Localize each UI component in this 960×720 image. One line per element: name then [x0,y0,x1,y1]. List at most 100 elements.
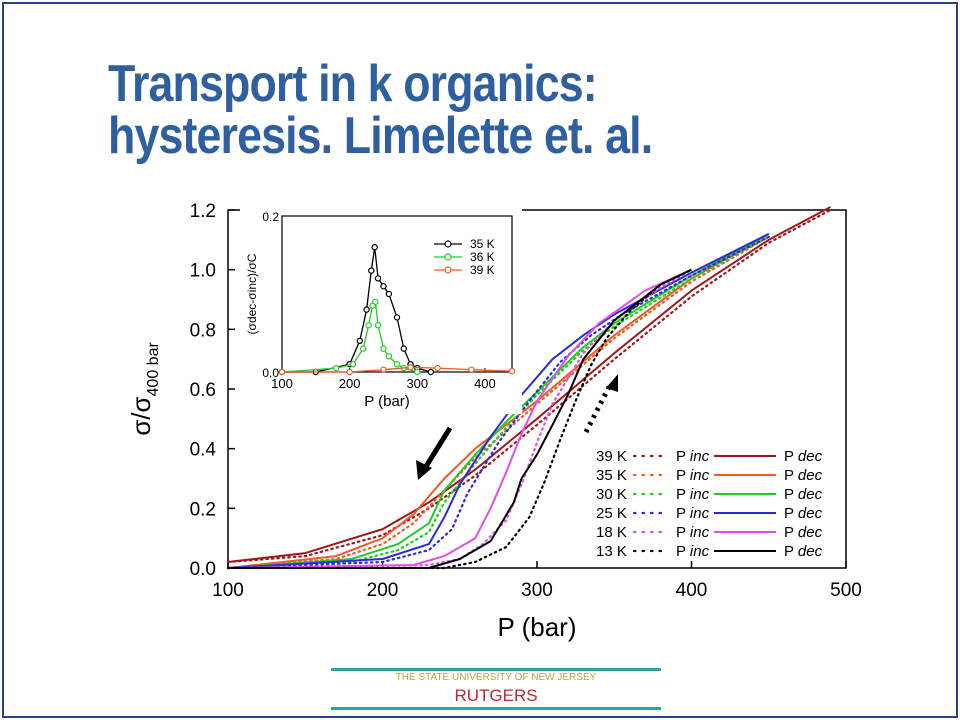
inset-x-tick-label: 400 [474,376,496,391]
x-tick-label: 200 [367,580,399,601]
inset-point [363,306,370,313]
series-13K-inc [226,268,693,570]
legend-temp: 30 K [596,486,627,503]
inset-legend-label: 35 K [470,237,495,251]
legend-inc-label: P inc [676,543,710,560]
inset-point [356,337,363,344]
inset-legend-marker [444,240,452,248]
legend-dec-label: P dec [784,448,823,465]
series-13K-dec [228,268,692,569]
legend-temp: 13 K [596,543,627,560]
inset-point [427,368,435,376]
series-39K-inc [226,208,832,564]
arrow-increasing-head [606,374,618,392]
inset-point [508,368,516,375]
x-tick-label: 500 [830,580,862,601]
legend-inc-label: P inc [676,524,710,541]
inset-y-axis-label: (σdec-σinc)/σC [245,253,259,334]
inset-x-tick-label: 100 [271,376,293,391]
inset-point [374,275,382,282]
series-35K-inc [226,235,770,570]
x-tick-label: 400 [676,580,708,601]
inset-legend-marker [444,253,452,261]
y-tick-label: 1.0 [190,261,216,282]
slide-title: Transport in k organics: hysteresis. Lim… [108,58,762,162]
inset-point [372,298,379,305]
inset-legend-marker [444,266,452,274]
inset-point [393,314,401,321]
inset-point [385,290,393,298]
inset-x-tick-label: 300 [406,376,428,391]
legend-dec-label: P dec [784,543,823,560]
arrow-decreasing-head [416,460,432,480]
footer-rule-bottom [331,707,661,710]
x-tick-label: 300 [521,580,553,601]
arrow-decreasing [422,426,453,470]
legend-inc-label: P inc [676,467,710,484]
y-axis-label: σ/σ400 bar [126,342,162,436]
legend-temp: 39 K [596,448,627,465]
inset-point [349,361,357,368]
inset-y-tick-label: 0.0 [262,366,279,380]
inset-background [240,208,522,414]
inset-point [371,243,378,251]
legend-dec-label: P dec [784,486,823,503]
x-axis-label: P (bar) [498,612,577,642]
inset-x-axis-label: P (bar) [364,393,410,410]
series-18K-dec [227,268,692,569]
series-25K-inc [226,235,770,570]
inset-point [468,366,475,373]
inset-point [374,322,382,329]
rutgers-logo: THE STATE UNIVERSITY OF NEW JERSEY RUTGE… [331,668,661,710]
inset-point [365,322,372,329]
series-30K-inc [226,235,770,570]
title-line-1: Transport in k organics: [108,55,598,113]
main-plot: 100 200 300 400 500 0.0 0.2 0.4 0.6 0.8 1.0 1.2 P (b… [126,201,862,642]
y-tick-label: 0.6 [190,380,216,401]
series-25K-dec [227,233,770,569]
inset-x-tick-label: 200 [339,376,361,391]
inset-point [434,364,441,372]
footer-rule-top [331,668,661,671]
y-tick-label: 0.0 [190,559,216,580]
inset-y-tick-label: 0.2 [262,210,279,224]
inset-point [346,368,353,376]
inset-point [400,345,407,352]
inset-point [385,353,393,360]
legend-temp: 35 K [596,467,627,484]
inset-point [368,267,375,274]
inset-frame [281,215,513,373]
legend-temp: 25 K [596,505,627,522]
inset-point [414,368,421,376]
footer-tagline: THE STATE UNIVERSITY OF NEW JERSEY [395,672,597,683]
series-39K-dec [227,206,831,563]
legend-dec-label: P dec [784,467,823,484]
legend-inc-label: P inc [676,448,710,465]
inset-point [407,364,414,371]
inset-legend-label: 36 K [470,250,495,264]
inset-point [380,345,387,352]
inset-point [380,366,387,373]
inset-plot: 100 200 300 400 0.0 0.2 P (bar) (σdec-σinc)/σC 3… [240,208,522,414]
title-line-2: hysteresis. Limelette et. al. [108,107,653,165]
legend-dec-label: P dec [784,524,823,541]
arrow-increasing [583,383,613,434]
y-tick-label: 1.2 [190,201,216,222]
annotations [416,374,618,480]
inset-point [393,361,401,368]
inset-legend-label: 39 K [470,263,495,277]
inset-point [278,368,286,376]
y-tick-label: 0.4 [190,440,217,461]
footer-name: RUTGERS [454,686,538,705]
legend-dec-label: P dec [784,505,823,522]
series-35K-dec [227,233,770,569]
legend-inc-label: P inc [676,505,710,522]
y-tick-label: 0.2 [190,499,216,520]
inset-point [359,345,367,352]
inset-point [332,364,340,372]
y-tick-label: 0.8 [190,320,216,341]
inset-point [380,283,387,290]
legend-inc-label: P inc [676,486,710,503]
